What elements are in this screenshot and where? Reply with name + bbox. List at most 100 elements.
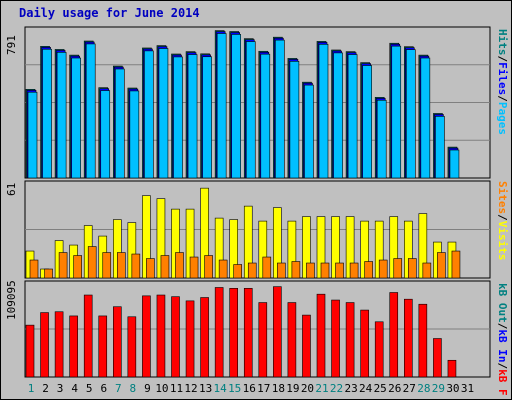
x-tick-label-day-18: 18	[271, 382, 285, 395]
bar-kbf-day-10	[156, 294, 166, 378]
bar-pages-day-9	[144, 50, 154, 179]
bar-kbf-day-9	[142, 295, 151, 378]
bar-pages-day-22	[333, 52, 343, 179]
bar-kbf-day-21	[316, 293, 326, 378]
x-tick-label-day-14: 14	[213, 382, 227, 395]
y-axis-max-label-visits-sites: 61	[5, 182, 18, 196]
bar-kbf-day-12	[185, 300, 195, 378]
x-tick-label-day-30: 30	[446, 382, 460, 395]
bar-kbf-day-22	[331, 299, 340, 378]
bar-sites-day-11	[175, 252, 184, 279]
bar-sites-day-3	[58, 252, 68, 279]
x-tick-label-day-29: 29	[431, 382, 446, 395]
bar-kbf-day-26	[389, 292, 399, 378]
bar-pages-day-15	[231, 34, 241, 179]
x-tick-label-day-21: 21	[315, 382, 329, 395]
legend-item: kB Out	[496, 283, 509, 323]
bar-sites-day-10	[160, 255, 170, 279]
bar-pages-day-1	[27, 91, 38, 179]
bar-sites-day-25	[378, 259, 388, 279]
bar-sites-day-29	[437, 252, 446, 279]
bar-sites-day-2	[44, 268, 53, 279]
bar-kbf-day-25	[374, 321, 384, 378]
bar-sites-day-19	[291, 261, 301, 279]
bar-pages-day-10	[158, 48, 169, 179]
bar-sites-day-4	[73, 255, 82, 279]
x-tick-label-day-11: 11	[169, 382, 184, 395]
bar-kbf-day-3	[54, 311, 64, 378]
bar-sites-day-21	[320, 262, 330, 279]
x-tick-label-day-26: 26	[388, 382, 402, 395]
bar-sites-day-7	[117, 252, 126, 279]
x-tick-label-day-17: 17	[257, 382, 271, 395]
bar-sites-day-18	[277, 262, 286, 279]
bar-kbf-day-20	[302, 314, 311, 378]
bar-kbf-day-18	[273, 286, 282, 378]
bar-pages-day-17	[260, 53, 271, 179]
bar-pages-day-28	[420, 57, 431, 179]
x-tick-label-day-6: 6	[100, 382, 108, 395]
x-tick-label-day-10: 10	[155, 382, 169, 395]
x-tick-label-day-23: 23	[344, 382, 358, 395]
x-tick-label-day-15: 15	[228, 382, 242, 395]
bar-kbf-day-16	[243, 288, 253, 378]
legend-item: Sites	[496, 181, 509, 215]
x-tick-label-day-3: 3	[56, 382, 64, 395]
legend-item: Files	[496, 62, 509, 96]
bar-kbf-day-14	[214, 287, 224, 378]
bar-kbf-day-15	[229, 288, 238, 378]
legend-item: Pages	[496, 101, 509, 135]
bar-pages-day-19	[289, 61, 300, 179]
legend-item: kB In	[496, 329, 509, 363]
bar-sites-day-26	[393, 258, 403, 279]
bar-pages-day-18	[275, 39, 285, 179]
y-axis-max-label-hits-files-pages: 791	[5, 35, 18, 55]
bar-pages-day-3	[56, 52, 67, 179]
bar-kbf-day-4	[69, 315, 78, 378]
bar-sites-day-15	[233, 264, 242, 279]
x-tick-label-day-25: 25	[373, 382, 387, 395]
bar-kbf-day-27	[403, 298, 413, 378]
bar-kbf-day-11	[171, 296, 180, 378]
x-tick-label-day-20: 20	[300, 382, 315, 395]
bar-pages-day-29	[435, 116, 445, 179]
bar-pages-day-16	[245, 41, 256, 179]
legend-hits-files-pages: Hits/Files/Pages	[496, 29, 509, 135]
legend-item: Hits	[496, 29, 509, 56]
x-tick-label-day-7: 7	[114, 382, 122, 395]
chart-title: Daily usage for June 2014	[19, 6, 200, 20]
bar-pages-day-14	[216, 33, 227, 179]
bar-pages-day-4	[71, 57, 81, 179]
bar-pages-day-30	[449, 149, 460, 179]
bar-sites-day-1	[29, 259, 39, 279]
x-tick-label-day-13: 13	[198, 382, 213, 395]
bar-sites-day-12	[189, 256, 199, 279]
bar-kbf-day-19	[287, 302, 297, 378]
bar-sites-day-23	[349, 262, 359, 279]
x-tick-label-day-27: 27	[402, 382, 416, 395]
x-tick-label-day-28: 28	[417, 382, 431, 395]
bar-pages-day-11	[173, 56, 183, 179]
x-tick-label-day-9: 9	[144, 382, 151, 395]
bar-kbf-day-6	[98, 315, 108, 378]
bar-pages-day-24	[362, 65, 372, 179]
x-tick-label-day-22: 22	[329, 382, 344, 395]
bar-sites-day-13	[204, 255, 213, 279]
bar-sites-day-22	[335, 262, 344, 279]
bar-pages-day-8	[129, 90, 140, 179]
bar-sites-day-14	[218, 259, 228, 279]
x-tick-label-day-5: 5	[85, 382, 93, 395]
legend-kbytes: kB Out/kB In/kB F	[496, 283, 509, 396]
bar-pages-day-23	[347, 54, 358, 179]
bar-kbf-day-8	[127, 316, 137, 378]
bar-kbf-day-29	[433, 338, 442, 378]
bar-kbf-day-24	[360, 309, 369, 378]
y-axis-max-label-kbytes: 109095	[5, 280, 18, 320]
bar-pages-day-20	[304, 84, 314, 179]
x-tick-label-day-2: 2	[42, 382, 49, 395]
bar-sites-day-20	[306, 262, 315, 279]
x-tick-label-day-8: 8	[129, 382, 137, 395]
x-tick-label-day-19: 19	[286, 382, 300, 395]
bar-sites-day-17	[262, 256, 272, 279]
